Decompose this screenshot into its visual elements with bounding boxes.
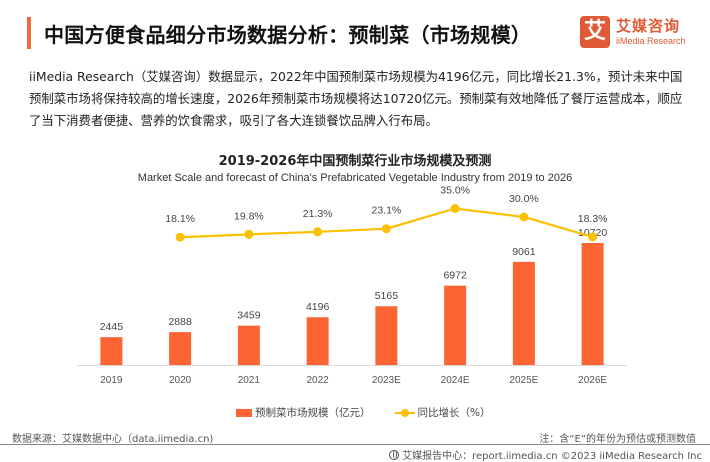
- x-tick-label: 2024E: [441, 375, 470, 386]
- bar-value-label: 2445: [100, 321, 124, 333]
- bar-2025E: [512, 261, 535, 365]
- bar-value-label: 4196: [306, 301, 330, 313]
- x-tick-label: 2020: [169, 375, 192, 386]
- bar-2020: [169, 332, 192, 365]
- bar-value-label: 6972: [443, 270, 467, 282]
- bar-2019: [100, 337, 123, 365]
- growth-point-2025E: [519, 212, 529, 222]
- logo-name-en: iiMedia Research: [616, 36, 686, 46]
- chart-subtitle: Market Scale and forecast of China's Pre…: [137, 172, 573, 184]
- estimate-note: 注：含“E”的年份为预估或预测数值: [539, 434, 696, 445]
- chart-legend: 预制菜市场规模（亿元） 同比增长（%）: [236, 405, 490, 420]
- bar-2021: [237, 325, 260, 365]
- data-source: 数据来源：艾媒数据中心（data.iimedia.cn): [12, 434, 214, 445]
- footer-credit: 艾媒报告中心：report.iimedia.cn ©2023 iiMedia R…: [389, 447, 702, 462]
- growth-point-2024E: [450, 204, 460, 213]
- bar-2023E: [375, 306, 398, 365]
- x-tick-label: 2019: [100, 375, 123, 386]
- growth-value-label: 18.3%: [578, 213, 608, 225]
- chart-title: 2019-2026年中国预制菜行业市场规模及预测: [218, 154, 492, 169]
- bar-2026E: [581, 243, 604, 365]
- x-tick-label: 2021: [238, 375, 261, 386]
- bar-value-label: 5165: [375, 290, 399, 302]
- x-tick-label: 2026E: [578, 375, 607, 386]
- page-title: 中国方便食品细分市场数据分析：预制菜（市场规模）: [44, 23, 532, 47]
- growth-value-label: 19.8%: [234, 210, 264, 222]
- legend-bar-label: 预制菜市场规模（亿元）: [255, 407, 371, 419]
- globe-icon: [389, 449, 400, 460]
- growth-point-2020: [175, 232, 185, 242]
- intro-paragraph: iiMedia Research（艾媒咨询）数据显示，2022年中国预制菜市场规…: [29, 69, 683, 128]
- x-tick-label: 2023E: [372, 375, 401, 386]
- growth-point-2023E: [381, 224, 391, 234]
- x-tick-label: 2022: [307, 375, 330, 386]
- footer-credit-text: 艾媒报告中心：report.iimedia.cn ©2023 iiMedia R…: [402, 451, 702, 462]
- bar-value-label: 9061: [512, 246, 536, 258]
- bar-2022: [306, 317, 329, 365]
- logo-mark-icon: 艾: [580, 16, 610, 48]
- legend-bar-swatch: [236, 408, 252, 417]
- growth-value-label: 23.1%: [371, 205, 401, 217]
- footer-divider: [0, 444, 710, 445]
- growth-point-2022: [313, 227, 323, 237]
- growth-point-2026E: [588, 232, 598, 242]
- growth-value-label: 18.1%: [165, 213, 195, 225]
- legend-line-label: 同比增长（%）: [417, 407, 491, 419]
- logo-name-cn: 艾媒咨询: [616, 17, 681, 35]
- growth-point-2021: [244, 229, 254, 239]
- title-accent-bar: [27, 17, 31, 49]
- bar-value-label: 2888: [168, 316, 192, 328]
- x-tick-label: 2025E: [509, 375, 538, 386]
- bar-value-label: 3459: [237, 310, 261, 322]
- growth-value-label: 35.0%: [440, 185, 470, 197]
- bar-2024E: [444, 285, 467, 365]
- brand-logo: 艾 艾媒咨询 iiMedia Research: [580, 16, 700, 52]
- legend-line-swatch: [394, 408, 415, 417]
- growth-value-label: 30.0%: [509, 193, 539, 205]
- growth-value-label: 21.3%: [303, 208, 333, 220]
